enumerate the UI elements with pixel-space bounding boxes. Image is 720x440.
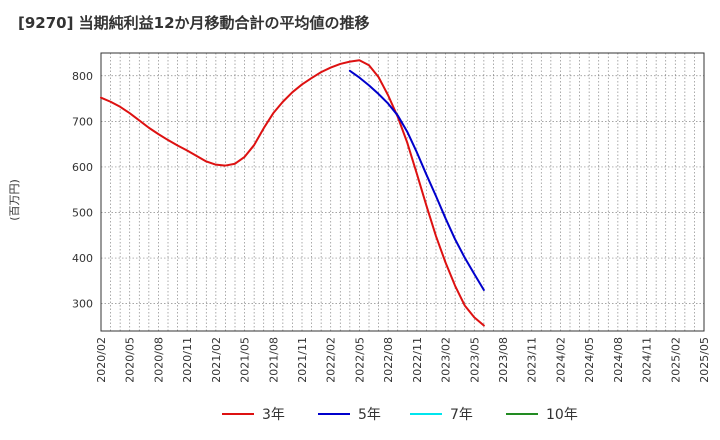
x-tick-label: 2022/05: [353, 337, 366, 383]
x-tick-label: 2025/02: [669, 337, 682, 383]
y-tick-label: 400: [72, 252, 93, 265]
plot-frame: [100, 52, 705, 332]
x-tick-label: 2022/08: [382, 337, 395, 383]
x-tick-label: 2024/02: [554, 337, 567, 383]
x-tick-label: 2023/11: [526, 337, 539, 383]
legend: 3年 5年 7年 10年: [222, 407, 578, 423]
y-tick-label: 300: [72, 298, 93, 311]
legend-label-5年: 5年: [358, 407, 381, 423]
legend-label-3年: 3年: [262, 407, 285, 423]
x-tick-label: 2024/05: [583, 337, 596, 383]
x-tick-label: 2022/11: [411, 337, 424, 383]
x-tick-label: 2023/05: [468, 337, 481, 383]
x-tick-label: 2020/02: [95, 337, 108, 383]
x-tick-label: 2020/11: [181, 337, 194, 383]
y-tick-label: 700: [72, 115, 93, 128]
y-axis-label: (百万円): [8, 179, 21, 221]
legend-label-7年: 7年: [450, 407, 473, 423]
chart-title: [9270] 当期純利益12か月移動合計の平均値の推移: [18, 14, 370, 32]
series-layer: [100, 59, 485, 327]
x-tick-label: 2020/08: [152, 337, 165, 383]
x-tick-label: 2020/05: [124, 337, 137, 383]
x-tick-label: 2023/08: [497, 337, 510, 383]
x-tick-label: 2022/02: [325, 337, 338, 383]
x-tick-label: 2021/02: [210, 337, 223, 383]
series-line-5年: [348, 69, 485, 291]
x-tick-label: 2024/11: [641, 337, 654, 383]
x-tick-label: 2021/11: [296, 337, 309, 383]
x-tick-label: 2025/05: [698, 337, 711, 383]
plot-area: [100, 53, 705, 331]
legend-label-10年: 10年: [546, 407, 578, 423]
x-tick-label: 2023/02: [440, 337, 453, 383]
y-tick-label: 500: [72, 207, 93, 220]
series-line-3年: [100, 59, 485, 327]
x-tick-label: 2021/05: [239, 337, 252, 383]
x-tick-label: 2021/08: [267, 337, 280, 383]
axes: 300 400 500 600 700 800 2020/02 2020/05 2020/08 2…: [72, 52, 711, 383]
x-tick-label: 2024/08: [612, 337, 625, 383]
y-tick-label: 600: [72, 161, 93, 174]
plot-background: [101, 53, 704, 331]
y-tick-label: 800: [72, 70, 93, 83]
